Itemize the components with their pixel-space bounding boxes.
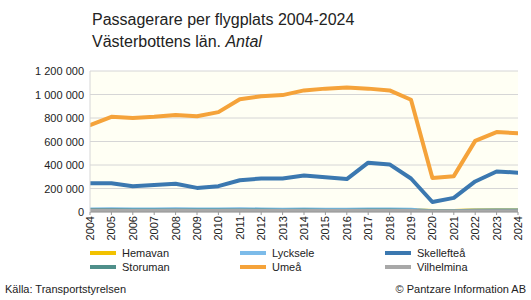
source: Källa: Transportstyrelsen bbox=[5, 283, 126, 295]
x-tick-label: 2008 bbox=[170, 216, 182, 240]
series-line bbox=[90, 209, 518, 211]
legend-item: Umeå bbox=[240, 261, 302, 273]
legend-label: Umeå bbox=[272, 261, 302, 273]
x-tick-label: 2015 bbox=[319, 216, 331, 240]
grid-line bbox=[90, 71, 518, 72]
x-tick-label: 2009 bbox=[191, 216, 203, 240]
legend-label: Skellefteå bbox=[417, 247, 466, 259]
y-tick-label: 200 000 bbox=[44, 183, 84, 195]
y-tick-label: 400 000 bbox=[44, 159, 84, 171]
x-tick-label: 2016 bbox=[341, 216, 353, 240]
plot-area bbox=[90, 71, 518, 212]
series-line bbox=[90, 210, 518, 211]
x-tick-label: 2004 bbox=[84, 216, 96, 240]
x-tick-label: 2014 bbox=[298, 216, 310, 240]
x-tick-label: 2021 bbox=[448, 216, 460, 240]
series-line bbox=[90, 209, 518, 212]
legend-swatch bbox=[385, 251, 411, 255]
legend-item: Storuman bbox=[90, 261, 170, 273]
series-line bbox=[90, 210, 518, 211]
legend-swatch bbox=[240, 251, 266, 255]
x-axis bbox=[90, 212, 518, 213]
legend-label: Lycksele bbox=[272, 247, 314, 259]
y-axis bbox=[90, 71, 91, 212]
x-tick-label: 2022 bbox=[469, 216, 481, 240]
grid-line bbox=[90, 165, 518, 166]
x-tick-label: 2011 bbox=[234, 216, 246, 240]
legend-label: Hemavan bbox=[122, 247, 169, 259]
legend-item: Vilhelmina bbox=[385, 261, 468, 273]
x-tick-label: 2020 bbox=[426, 216, 438, 240]
title: Passagerare per flygplats 2004-2024 bbox=[92, 11, 354, 28]
x-tick-label: 2012 bbox=[255, 216, 267, 240]
legend-item: Lycksele bbox=[240, 247, 314, 259]
legend-swatch bbox=[90, 251, 116, 255]
copyright: © Pantzare Information AB bbox=[396, 283, 526, 295]
legend-label: Storuman bbox=[122, 261, 170, 273]
series-line bbox=[90, 163, 518, 202]
x-tick-label: 2023 bbox=[491, 216, 503, 240]
x-tick-label: 2019 bbox=[405, 216, 417, 240]
legend-label: Vilhelmina bbox=[417, 261, 468, 273]
x-tick-label: 2018 bbox=[384, 216, 396, 240]
chart: Passagerare per flygplats 2004-2024 Väste… bbox=[0, 0, 531, 300]
x-tick-label: 2013 bbox=[277, 216, 289, 240]
grid-line bbox=[90, 94, 518, 95]
subtitle: Västerbottens län. Antal bbox=[92, 33, 262, 50]
y-tick-label: 1 000 000 bbox=[35, 89, 84, 101]
y-tick-label: 800 000 bbox=[44, 112, 84, 124]
grid-line bbox=[90, 212, 518, 213]
x-tick-label: 2007 bbox=[148, 216, 160, 240]
x-tick-label: 2005 bbox=[105, 216, 117, 240]
series-group bbox=[90, 87, 518, 211]
series-line bbox=[90, 87, 518, 177]
x-tick-label: 2024 bbox=[512, 216, 524, 240]
legend-swatch bbox=[240, 265, 266, 269]
y-tick-label: 600 000 bbox=[44, 136, 84, 148]
grid-line bbox=[90, 188, 518, 189]
legend-swatch bbox=[90, 265, 116, 269]
subtitle-text: Västerbottens län. bbox=[92, 33, 225, 50]
x-tick-label: 2006 bbox=[127, 216, 139, 240]
x-tick-label: 2017 bbox=[362, 216, 374, 240]
legend-item: Skellefteå bbox=[385, 247, 466, 259]
y-tick-label: 1 200 000 bbox=[35, 65, 84, 77]
legend-item: Hemavan bbox=[90, 247, 169, 259]
x-tick-label: 2010 bbox=[212, 216, 224, 240]
unit-label: Antal bbox=[224, 33, 262, 50]
grid-line bbox=[90, 141, 518, 142]
legend-swatch bbox=[385, 265, 411, 269]
